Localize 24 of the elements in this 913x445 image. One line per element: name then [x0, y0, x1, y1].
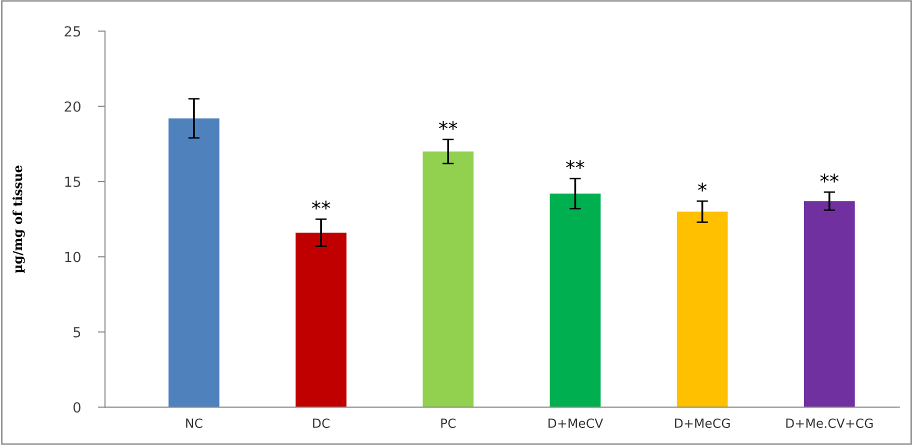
x-tick-label: D+MeCG: [675, 418, 730, 428]
bar: [168, 118, 220, 408]
y-tick-label: 20: [64, 101, 80, 112]
x-tick-label: D+MeCV: [548, 418, 604, 428]
annotation: **: [312, 200, 330, 210]
annotation: **: [438, 120, 458, 130]
x-tick-label: PC: [441, 418, 456, 428]
bar: [422, 151, 474, 408]
y-tick-label: 10: [65, 252, 80, 262]
x-tick-label: DC: [313, 418, 330, 428]
annotation: **: [566, 160, 584, 169]
y-axis-title: µg/mg of tissue: [12, 165, 25, 274]
bar: [550, 194, 601, 408]
bar: [804, 201, 855, 408]
annotation: **: [820, 174, 839, 182]
bar: [676, 212, 728, 408]
x-tick-label: D+Me.CV+CG: [786, 418, 873, 428]
x-tick-label: NC: [186, 418, 202, 428]
bar: [296, 232, 346, 408]
y-tick-label: 5: [74, 327, 80, 338]
y-tick-label: 15: [65, 176, 80, 188]
annotation: *: [698, 182, 707, 192]
y-tick-label: 25: [64, 26, 80, 37]
y-tick-label: 0: [73, 402, 80, 413]
